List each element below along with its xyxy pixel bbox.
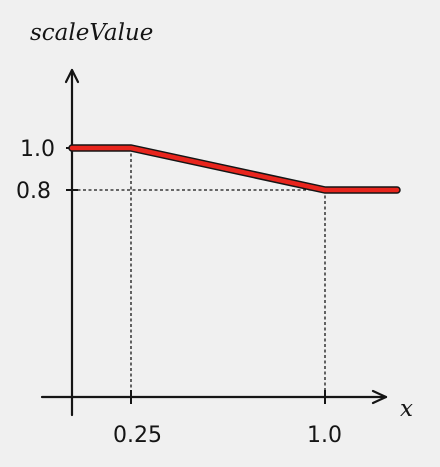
y-axis-label: scaleValue — [30, 20, 153, 46]
y-tick-label: 1.0 — [20, 137, 55, 162]
guide-lines — [72, 148, 326, 397]
series-lines — [68, 144, 401, 194]
x-axis-label: x — [400, 396, 413, 422]
x-tick-label: 0.25 — [113, 423, 162, 448]
x-axis-arrow-icon — [371, 389, 388, 405]
axis-labels: scaleValue x 0.25 1.0 1.0 0.8 — [16, 20, 413, 448]
tick-marks — [66, 147, 326, 404]
y-tick-label: 0.8 — [16, 179, 51, 204]
x-tick-label: 1.0 — [307, 423, 342, 448]
y-axis-arrow-icon — [64, 68, 80, 84]
series-line — [69, 145, 400, 193]
axes — [40, 68, 388, 417]
